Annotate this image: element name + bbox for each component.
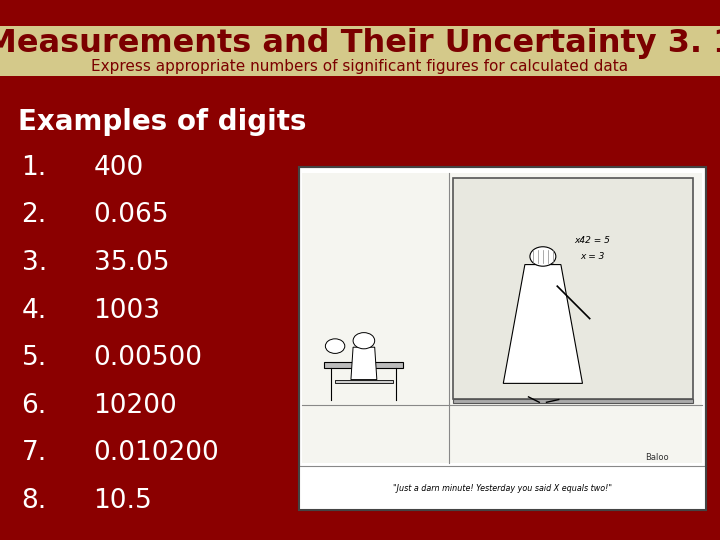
Text: 4.: 4. [22, 298, 47, 323]
Text: Measurements and Their Uncertainty 3. 1: Measurements and Their Uncertainty 3. 1 [0, 28, 720, 59]
Text: 8.: 8. [22, 488, 47, 514]
Text: Examples of digits: Examples of digits [18, 108, 307, 136]
Polygon shape [503, 265, 582, 383]
Text: 7.: 7. [22, 440, 47, 466]
Bar [299, 465, 706, 510]
Text: 0.010200: 0.010200 [94, 440, 220, 466]
Bar [299, 167, 706, 510]
Bar [0, 0, 720, 26]
Circle shape [353, 333, 374, 349]
Text: Baloo: Baloo [645, 453, 669, 462]
Circle shape [530, 247, 556, 266]
Polygon shape [351, 347, 377, 380]
Bar [302, 173, 702, 463]
Bar [335, 380, 392, 383]
Text: 5.: 5. [22, 345, 47, 371]
Text: x42 = 5: x42 = 5 [575, 235, 611, 245]
Text: 1003: 1003 [94, 298, 161, 323]
Circle shape [325, 339, 345, 353]
Text: 0.00500: 0.00500 [94, 345, 202, 371]
Text: 35.05: 35.05 [94, 250, 169, 276]
Bar [0, 76, 720, 94]
Bar [454, 399, 693, 403]
Text: x = 3: x = 3 [580, 252, 605, 261]
Text: Express appropriate numbers of significant figures for calculated data: Express appropriate numbers of significa… [91, 59, 629, 74]
Bar [299, 167, 706, 510]
Text: 2.: 2. [22, 202, 47, 228]
Bar [0, 0, 720, 94]
Text: 6.: 6. [22, 393, 47, 418]
Text: 3.: 3. [22, 250, 47, 276]
Text: 10200: 10200 [94, 393, 177, 418]
Text: "Just a darn minute! Yesterday you said X equals two!": "Just a darn minute! Yesterday you said … [392, 483, 612, 492]
Bar [324, 362, 403, 368]
Text: 1.: 1. [22, 155, 47, 181]
Text: 0.065: 0.065 [94, 202, 169, 228]
Text: 400: 400 [94, 155, 144, 181]
Text: 10.5: 10.5 [94, 488, 153, 514]
Bar [454, 178, 693, 399]
